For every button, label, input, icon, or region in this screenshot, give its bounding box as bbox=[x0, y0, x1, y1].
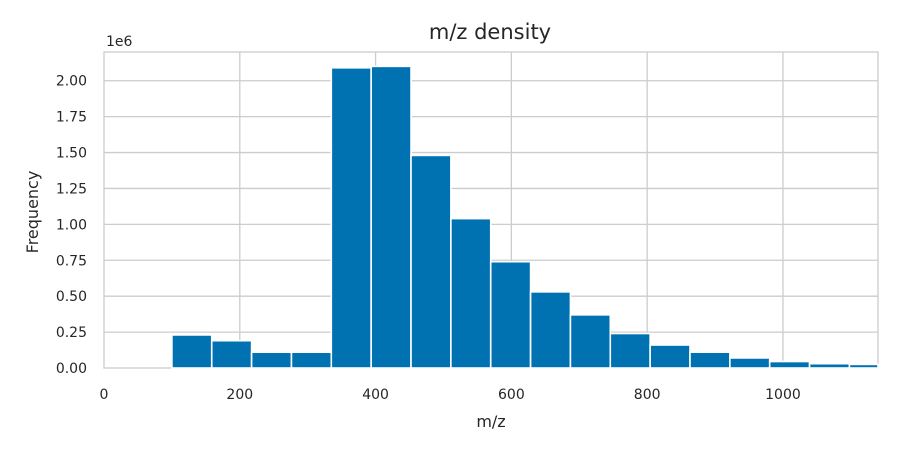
y-tick-label: 2.00 bbox=[56, 74, 87, 90]
histogram-bar bbox=[250, 351, 293, 369]
ticks-layer: 0 200 400 600 800 1000 0.00 0.25 0.50 0.75 1.00 1.2… bbox=[56, 74, 801, 403]
histogram-bar bbox=[171, 334, 213, 369]
y-tick-label: 0.50 bbox=[56, 289, 87, 305]
x-tick-label: 1000 bbox=[765, 387, 801, 403]
y-tick-label: 1.50 bbox=[56, 146, 87, 162]
histogram-bar bbox=[210, 339, 253, 369]
histogram-bar bbox=[529, 291, 572, 369]
histogram-bar bbox=[848, 363, 879, 369]
y-multiplier-label: 1e6 bbox=[106, 34, 133, 50]
histogram-bar bbox=[569, 314, 612, 369]
y-axis-label: Frequency bbox=[23, 171, 42, 254]
chart-title: m/z density bbox=[429, 20, 551, 44]
y-tick-label: 1.25 bbox=[56, 181, 87, 197]
y-tick-label: 0.75 bbox=[56, 253, 87, 269]
y-tick-label: 0.00 bbox=[56, 361, 87, 377]
histogram-bar bbox=[489, 260, 532, 369]
histogram-bar bbox=[330, 67, 372, 369]
y-tick-label: 0.25 bbox=[56, 325, 87, 341]
bars-layer bbox=[171, 65, 879, 369]
x-tick-label: 0 bbox=[100, 387, 109, 403]
histogram-bar bbox=[689, 351, 731, 369]
histogram-bar bbox=[450, 217, 492, 369]
histogram-bar bbox=[729, 357, 771, 369]
histogram-bar bbox=[609, 332, 651, 369]
y-tick-label: 1.00 bbox=[56, 217, 87, 233]
x-tick-label: 200 bbox=[226, 387, 253, 403]
x-tick-label: 400 bbox=[362, 387, 389, 403]
x-axis-label: m/z bbox=[476, 412, 505, 431]
y-tick-label: 1.75 bbox=[56, 110, 87, 126]
x-tick-label: 600 bbox=[498, 387, 525, 403]
histogram-bar bbox=[290, 351, 333, 369]
histogram-bar bbox=[649, 344, 691, 369]
histogram-bar bbox=[410, 154, 452, 369]
histogram-bar bbox=[808, 362, 851, 369]
histogram-bar bbox=[370, 65, 412, 369]
x-tick-label: 800 bbox=[634, 387, 661, 403]
histogram-bar bbox=[768, 360, 811, 369]
